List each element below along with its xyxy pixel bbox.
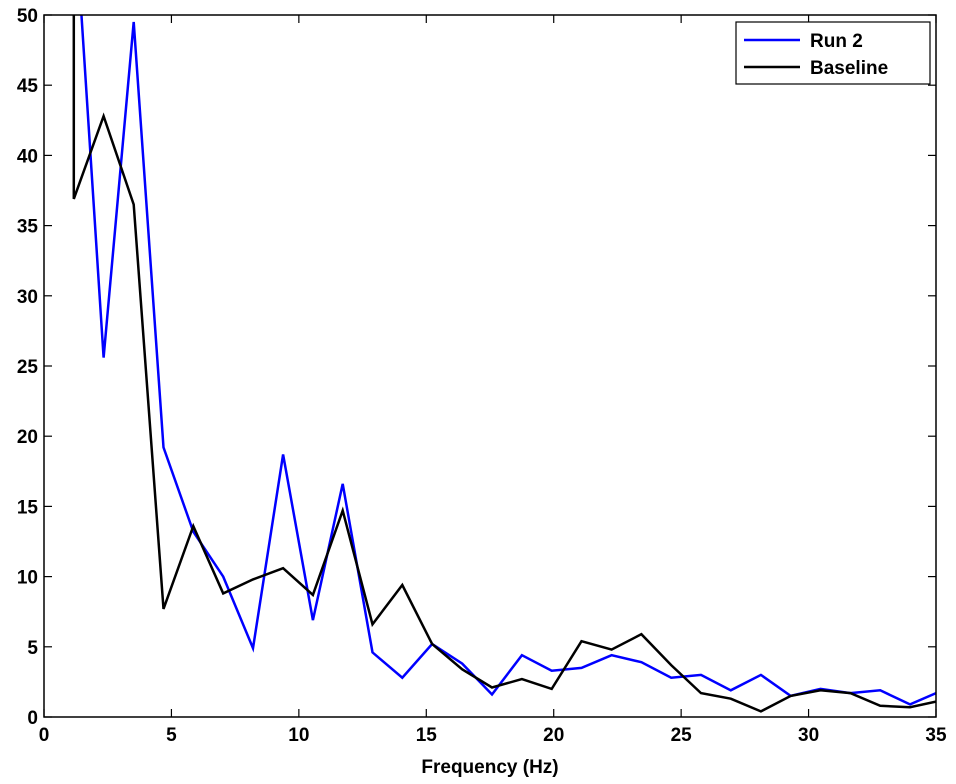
y-tick-label: 15 — [17, 497, 39, 518]
x-tick-label: 20 — [543, 725, 564, 746]
y-tick-label: 50 — [17, 6, 38, 27]
legend-label-baseline: Baseline — [810, 58, 888, 79]
series-layer — [72, 15, 936, 713]
y-tick-label: 40 — [17, 146, 38, 167]
y-tick-label: 10 — [17, 568, 38, 589]
y-tick-label: 30 — [17, 287, 38, 308]
x-tick-label: 5 — [166, 725, 177, 746]
y-tick-label: 25 — [17, 357, 39, 378]
ticks-layer: 0 5 10 15 20 25 30 35 0 5 10 15 20 25 30 35 40 45 50 — [17, 6, 947, 746]
y-tick-label: 5 — [27, 638, 38, 659]
y-tick-label: 20 — [17, 427, 38, 448]
x-tick-label: 30 — [798, 725, 819, 746]
x-tick-label: 25 — [671, 725, 693, 746]
x-tick-label: 15 — [416, 725, 438, 746]
legend-box — [735, 21, 931, 85]
series-line-baseline — [72, 15, 936, 713]
y-tick-label: 45 — [17, 76, 39, 97]
legend-label-run-2: Run 2 — [810, 31, 863, 52]
y-tick-label: 0 — [27, 708, 38, 729]
y-tick-label: 35 — [17, 217, 39, 238]
x-tick-label: 0 — [39, 725, 50, 746]
x-axis-title: Frequency (Hz) — [421, 757, 558, 778]
x-tick-label: 10 — [288, 725, 309, 746]
legend: Run 2 Baseline — [735, 21, 931, 85]
x-tick-label: 35 — [925, 725, 947, 746]
